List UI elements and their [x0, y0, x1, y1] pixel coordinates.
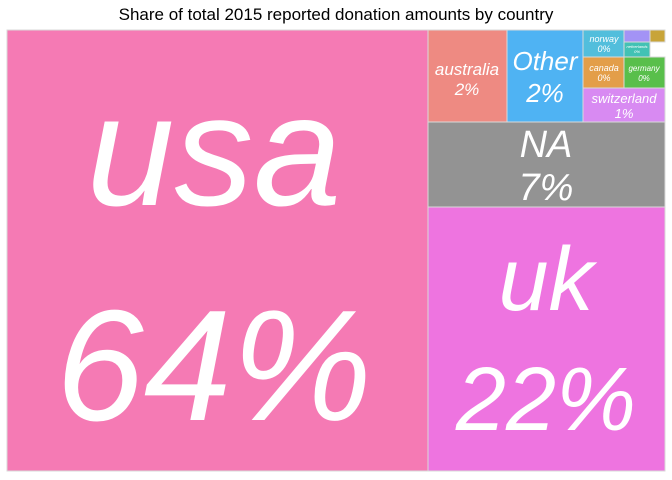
tile-rect-NA: [427, 121, 666, 208]
tile-value-Other: 2%: [525, 78, 564, 108]
tile-value-norway: 0%: [597, 44, 610, 54]
tile-label-germany: germany: [628, 64, 660, 73]
tile-minor-b: [649, 29, 666, 43]
tile-label-norway: norway: [589, 34, 619, 44]
tile-label-canada: canada: [589, 63, 619, 73]
tile-uk: uk 22%: [427, 206, 666, 472]
tile-rect-minor-b: [649, 29, 666, 43]
tile-label-NA: NA: [520, 124, 573, 166]
tile-label-uk: uk: [498, 230, 597, 330]
tile-NA: NA7%: [427, 121, 666, 209]
tile-value-canada: 0%: [597, 73, 610, 83]
tile-value-usa: 64%: [56, 278, 372, 454]
tile-rect-germany: [623, 56, 666, 89]
tile-rect-norway: [582, 29, 625, 58]
tile-rect-minor-a: [623, 29, 651, 43]
tile-rect-canada: [582, 56, 625, 89]
chart-title: Share of total 2015 reported donation am…: [118, 5, 554, 24]
tile-rect-uk: [427, 206, 666, 472]
tile-label-Other: Other: [512, 46, 578, 76]
tile-value-uk: 22%: [455, 350, 636, 450]
tile-value-switzerland: 1%: [615, 106, 634, 121]
tile-value-australia: 2%: [454, 80, 480, 99]
tile-label-usa: usa: [87, 63, 342, 239]
tile-rect-Other: [506, 29, 584, 123]
tile-label-australia: australia: [435, 60, 499, 79]
tile-label-switzerland: switzerland: [591, 91, 657, 106]
tile-value-germany: 0%: [638, 74, 650, 83]
tile-label-netherlands: netherlands: [627, 44, 648, 49]
tile-value-NA: 7%: [519, 167, 574, 209]
tile-value-netherlands: 0%: [634, 49, 640, 54]
tile-minor-a: [623, 29, 651, 43]
tile-usa: usa 64%: [6, 29, 429, 472]
